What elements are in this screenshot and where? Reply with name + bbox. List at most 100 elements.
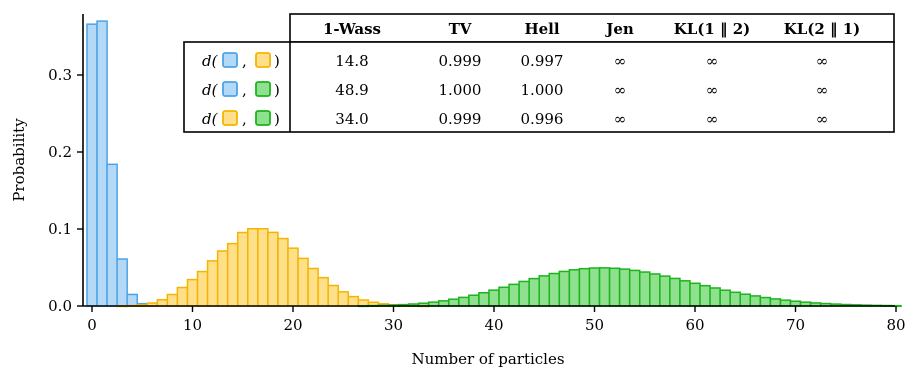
y-tick-label: 0.0 <box>48 297 72 315</box>
x-tick-label: 80 <box>886 316 905 334</box>
table-cell: 0.996 <box>521 110 564 128</box>
y-ticks-group: 0.0 0.1 0.2 0.3 <box>48 66 83 315</box>
bar-green-49 <box>578 267 591 307</box>
bar-yellow-13 <box>216 250 229 307</box>
bar-green-40 <box>488 289 500 307</box>
bar-yellow-25 <box>337 291 350 307</box>
bar-green-62 <box>709 287 721 307</box>
y-tick-label: 0.1 <box>48 220 72 238</box>
bar-green-67 <box>759 296 772 307</box>
table-header-5: KL(2 ‖ 1) <box>784 20 861 38</box>
bar-green-66 <box>749 295 762 307</box>
bar-blue-1 <box>96 20 108 307</box>
x-ticks-group: 0 10 20 30 40 50 60 70 80 <box>87 306 906 334</box>
x-tick-label: 0 <box>87 316 97 334</box>
bar-yellow-22 <box>307 267 319 307</box>
x-tick-label: 20 <box>283 316 302 334</box>
row-label-prefix: d( <box>202 52 219 70</box>
bar-green-48 <box>568 269 581 307</box>
bar-yellow-23 <box>317 276 329 307</box>
table-headers: 1-Wass TV Hell Jen KL(1 ‖ 2) KL(2 ‖ 1) <box>323 20 860 38</box>
bar-green-63 <box>719 289 731 307</box>
bar-yellow-12 <box>206 260 219 307</box>
bar-green-64 <box>729 291 741 307</box>
bar-green-61 <box>699 284 711 307</box>
table-cell: ∞ <box>816 110 829 128</box>
bar-green-47 <box>558 270 571 307</box>
bar-green-65 <box>739 293 752 307</box>
bar-yellow-8 <box>166 293 179 307</box>
bar-yellow-24 <box>327 284 339 307</box>
bar-yellow-26 <box>347 295 360 307</box>
bar-green-55 <box>638 271 651 307</box>
table-cell: ∞ <box>816 52 829 70</box>
bar-yellow-18 <box>267 231 279 307</box>
table-cell: 0.999 <box>439 52 482 70</box>
bar-green-42 <box>508 283 520 307</box>
table-cell: 14.8 <box>335 52 368 70</box>
x-tick-label: 70 <box>786 316 805 334</box>
row-label-suffix: ) <box>274 81 280 99</box>
bar-green-52 <box>608 267 621 307</box>
metrics-table: 1-Wass TV Hell Jen KL(1 ‖ 2) KL(2 ‖ 1) d(,) 14… <box>183 13 895 133</box>
bar-yellow-21 <box>297 257 309 307</box>
bar-blue-2 <box>106 163 118 307</box>
table-row: d(,) 34.0 0.999 0.996 ∞ ∞ ∞ <box>202 110 828 128</box>
table-cell: ∞ <box>816 81 829 99</box>
table-header-3: Jen <box>604 20 634 38</box>
row-label-suffix: ) <box>274 52 280 70</box>
bar-yellow-16 <box>247 228 259 307</box>
table-cell: 0.997 <box>521 52 564 70</box>
table-frame-top <box>289 13 895 43</box>
bar-green-46 <box>548 272 561 307</box>
bar-green-60 <box>689 282 701 307</box>
bar-green-69 <box>779 299 792 307</box>
table-cell: 1.000 <box>521 81 564 99</box>
table-header-2: Hell <box>524 20 559 38</box>
table-cell: ∞ <box>706 52 719 70</box>
bar-green-54 <box>628 269 641 307</box>
bar-green-44 <box>528 277 540 307</box>
bar-green-57 <box>659 275 671 307</box>
table-cell: 48.9 <box>335 81 368 99</box>
row-label-sep: , <box>242 52 247 70</box>
row-swatch-yellow <box>255 52 271 68</box>
x-tick-label: 40 <box>484 316 503 334</box>
row-swatch-blue <box>222 52 238 68</box>
bar-green-68 <box>769 298 782 307</box>
table-cell: ∞ <box>614 52 627 70</box>
bar-yellow-11 <box>196 270 209 307</box>
row-swatch-green <box>255 81 271 97</box>
bar-green-36 <box>448 298 460 307</box>
table-cell: ∞ <box>614 110 627 128</box>
x-axis-title: Number of particles <box>411 350 564 368</box>
axes-group <box>82 14 895 307</box>
bar-yellow-14 <box>226 242 239 307</box>
bar-green-51 <box>598 267 611 307</box>
bar-green-39 <box>478 292 490 307</box>
table-header-0: 1-Wass <box>323 20 381 38</box>
bar-green-50 <box>588 267 601 307</box>
row-label-prefix: d( <box>202 110 219 128</box>
table-cell: ∞ <box>706 81 719 99</box>
table-cell: 34.0 <box>335 110 368 128</box>
bar-green-58 <box>669 277 681 307</box>
x-tick-label: 10 <box>183 316 202 334</box>
table-header-1: TV <box>449 20 472 38</box>
bar-green-53 <box>618 268 631 307</box>
bar-green-41 <box>498 286 510 307</box>
bar-green-45 <box>538 275 551 307</box>
bar-yellow-17 <box>257 228 269 307</box>
y-tick-label: 0.2 <box>48 143 72 161</box>
bar-green-59 <box>679 280 691 307</box>
bar-blue-4 <box>126 293 138 307</box>
table-cell: 1.000 <box>439 81 482 99</box>
bar-blue-0 <box>86 23 98 307</box>
x-tick-label: 60 <box>685 316 704 334</box>
bar-green-37 <box>458 296 470 307</box>
bar-yellow-15 <box>236 231 249 307</box>
row-swatch-green <box>255 110 271 126</box>
table-cell: ∞ <box>706 110 719 128</box>
bar-green-43 <box>518 280 530 307</box>
table-frame-body <box>183 41 895 133</box>
